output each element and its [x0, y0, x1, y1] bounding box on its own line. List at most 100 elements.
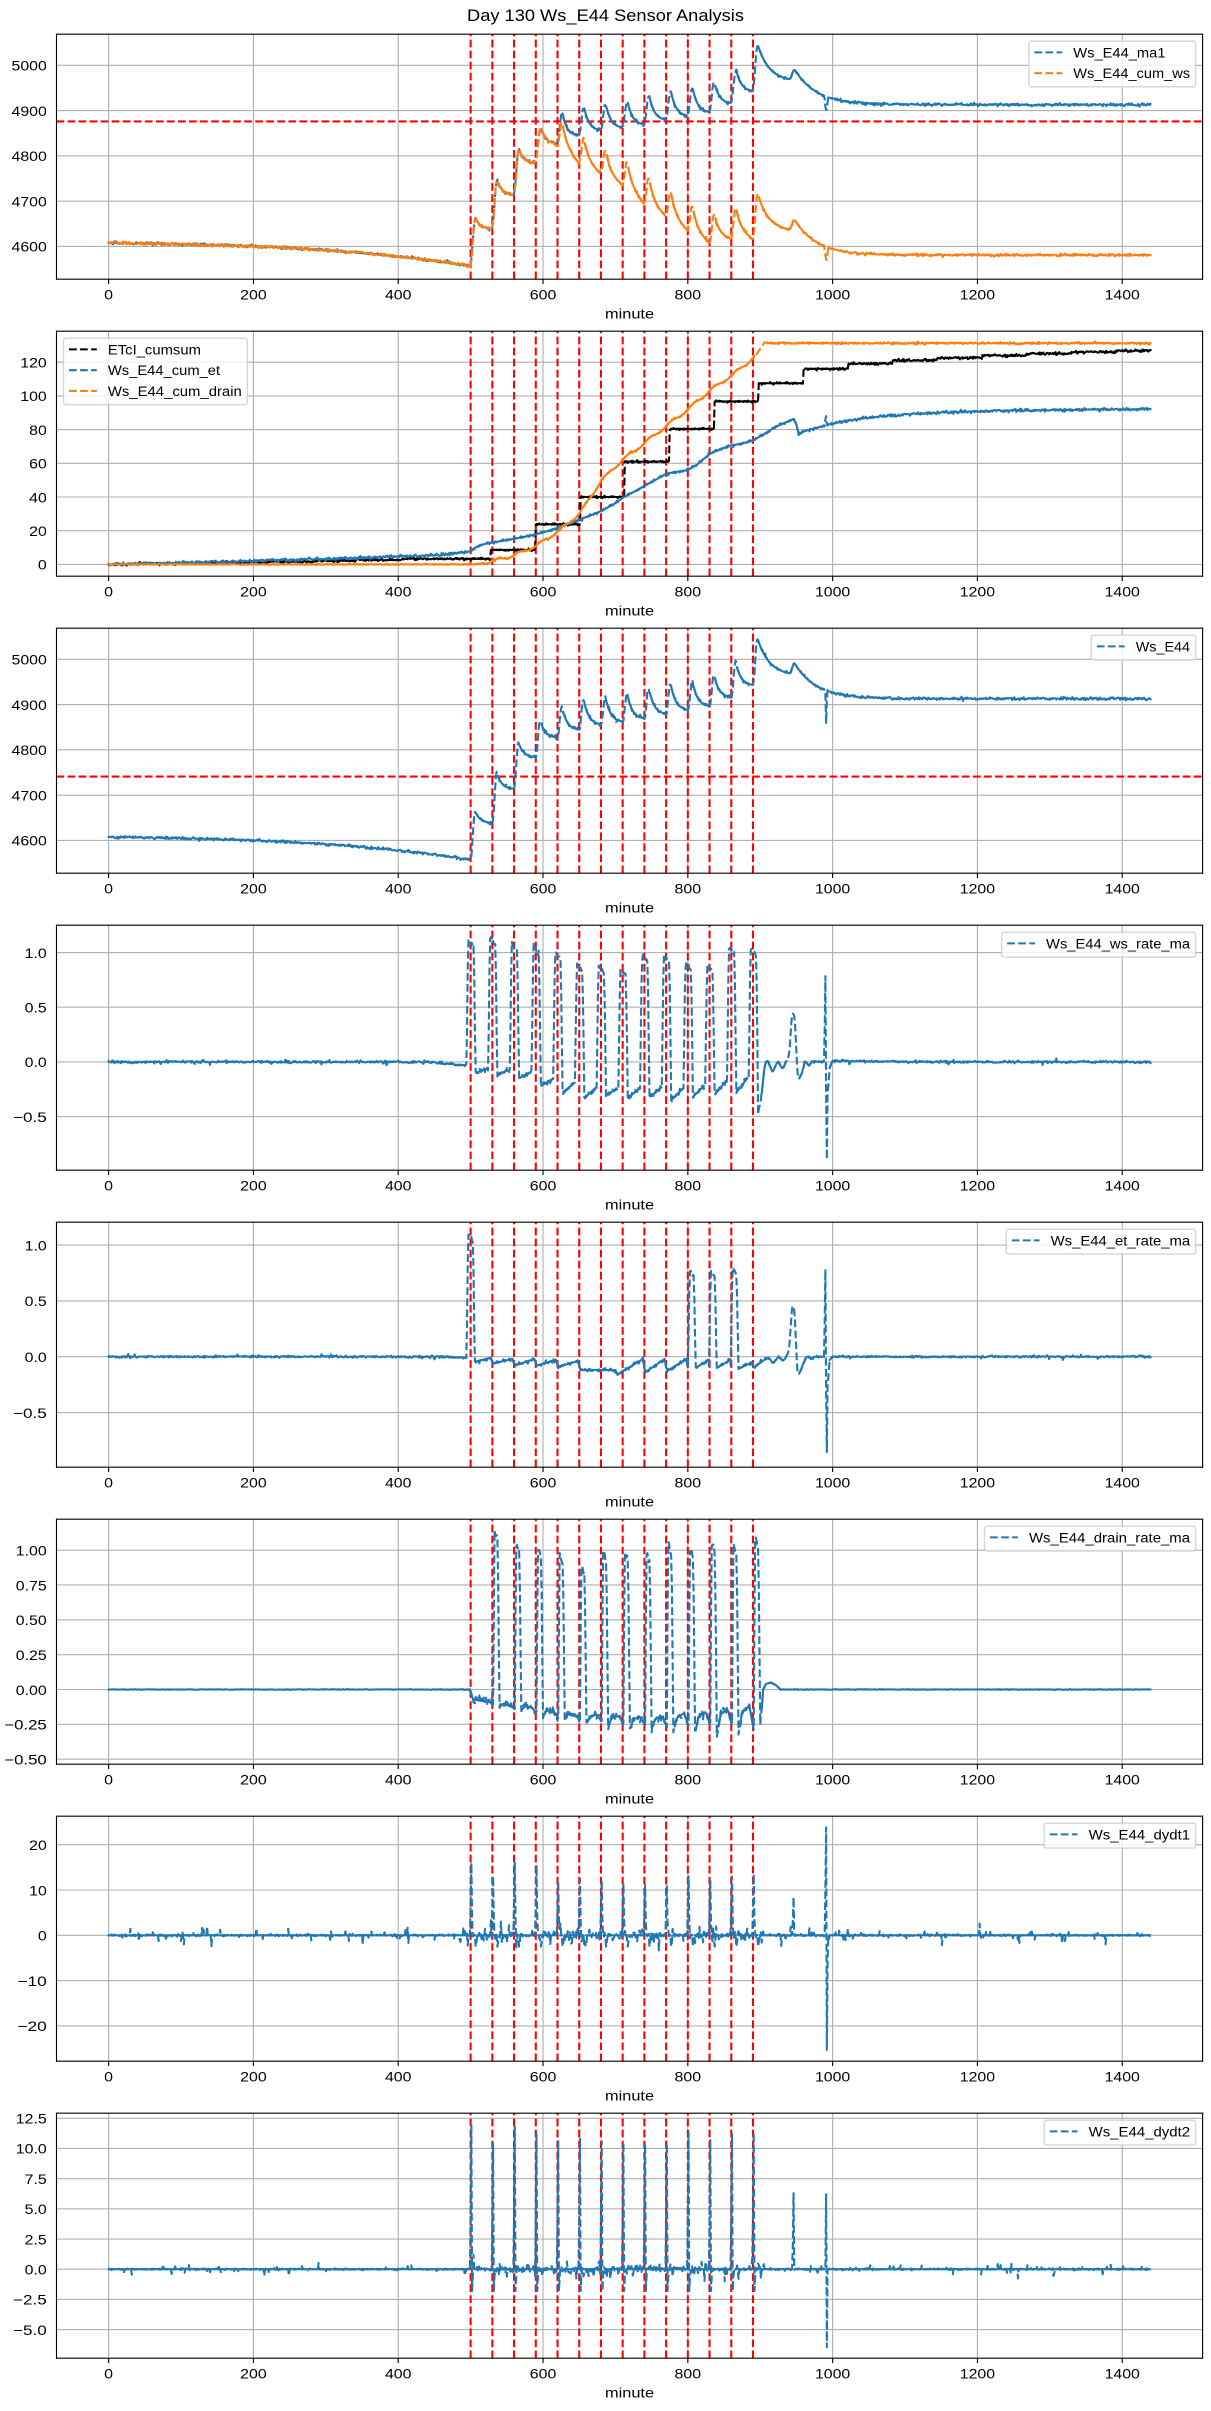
svg-text:0: 0 [104, 2365, 113, 2381]
svg-text:800: 800 [675, 1177, 702, 1193]
svg-text:1200: 1200 [960, 1771, 996, 1787]
svg-text:600: 600 [530, 880, 557, 896]
svg-text:400: 400 [385, 1474, 412, 1490]
svg-text:0.75: 0.75 [16, 1577, 47, 1593]
svg-text:0: 0 [104, 1771, 113, 1787]
svg-text:1000: 1000 [815, 286, 851, 302]
svg-text:Ws_E44_cum_et: Ws_E44_cum_et [108, 362, 220, 378]
svg-text:200: 200 [240, 2068, 267, 2084]
svg-text:800: 800 [675, 286, 702, 302]
svg-text:Ws_E44_dydt1: Ws_E44_dydt1 [1089, 1826, 1191, 1842]
svg-text:800: 800 [675, 583, 702, 599]
svg-text:5000: 5000 [12, 652, 48, 668]
svg-text:0.50: 0.50 [16, 1612, 47, 1628]
svg-text:minute: minute [605, 2087, 654, 2103]
svg-text:0.25: 0.25 [16, 1647, 47, 1663]
svg-text:60: 60 [29, 456, 47, 472]
svg-text:1.00: 1.00 [16, 1542, 47, 1558]
svg-text:−20: −20 [17, 2018, 47, 2034]
svg-text:minute: minute [605, 2384, 654, 2400]
svg-text:7.5: 7.5 [25, 2171, 47, 2187]
svg-text:0: 0 [104, 880, 113, 896]
svg-text:20: 20 [29, 523, 47, 539]
svg-text:12.5: 12.5 [16, 2111, 47, 2127]
svg-text:4900: 4900 [12, 103, 48, 119]
svg-text:Ws_E44_cum_ws: Ws_E44_cum_ws [1073, 65, 1190, 81]
svg-text:800: 800 [675, 2068, 702, 2084]
svg-text:400: 400 [385, 2365, 412, 2381]
svg-text:1200: 1200 [960, 1474, 996, 1490]
svg-text:1400: 1400 [1105, 1474, 1141, 1490]
svg-text:1200: 1200 [960, 880, 996, 896]
svg-text:minute: minute [605, 1790, 654, 1806]
svg-text:1400: 1400 [1105, 2365, 1141, 2381]
svg-text:1000: 1000 [815, 2365, 851, 2381]
svg-text:200: 200 [240, 583, 267, 599]
svg-text:400: 400 [385, 880, 412, 896]
svg-text:200: 200 [240, 2365, 267, 2381]
svg-text:1400: 1400 [1105, 583, 1141, 599]
svg-text:600: 600 [530, 583, 557, 599]
svg-text:minute: minute [605, 602, 654, 618]
svg-text:10: 10 [29, 1882, 47, 1898]
svg-text:4800: 4800 [12, 742, 48, 758]
svg-text:1400: 1400 [1105, 1771, 1141, 1787]
svg-text:4700: 4700 [12, 193, 48, 209]
svg-text:1400: 1400 [1105, 286, 1141, 302]
svg-text:Ws_E44: Ws_E44 [1136, 638, 1191, 654]
svg-text:200: 200 [240, 880, 267, 896]
svg-text:0: 0 [104, 1474, 113, 1490]
svg-text:Day 130 Ws_E44 Sensor Analysis: Day 130 Ws_E44 Sensor Analysis [467, 6, 744, 25]
svg-text:200: 200 [240, 286, 267, 302]
svg-text:4600: 4600 [12, 833, 48, 849]
svg-text:−0.25: −0.25 [4, 1717, 47, 1733]
svg-text:minute: minute [605, 1493, 654, 1509]
svg-text:0: 0 [104, 2068, 113, 2084]
svg-text:1200: 1200 [960, 1177, 996, 1193]
svg-text:600: 600 [530, 2365, 557, 2381]
svg-text:600: 600 [530, 1177, 557, 1193]
svg-text:400: 400 [385, 286, 412, 302]
svg-text:1400: 1400 [1105, 1177, 1141, 1193]
svg-text:1000: 1000 [815, 1474, 851, 1490]
svg-text:200: 200 [240, 1771, 267, 1787]
svg-text:0.0: 0.0 [25, 1349, 47, 1365]
svg-text:10.0: 10.0 [16, 2141, 47, 2157]
svg-text:0.00: 0.00 [16, 1682, 47, 1698]
svg-text:ETcI_cumsum: ETcI_cumsum [108, 341, 201, 357]
svg-text:1200: 1200 [960, 583, 996, 599]
svg-text:800: 800 [675, 880, 702, 896]
svg-text:400: 400 [385, 1771, 412, 1787]
svg-text:120: 120 [20, 354, 47, 370]
svg-text:1400: 1400 [1105, 2068, 1141, 2084]
svg-text:1000: 1000 [815, 1771, 851, 1787]
svg-text:Ws_E44_et_rate_ma: Ws_E44_et_rate_ma [1051, 1232, 1191, 1248]
svg-text:0: 0 [104, 1177, 113, 1193]
svg-text:0.0: 0.0 [25, 1054, 47, 1070]
svg-text:4900: 4900 [12, 697, 48, 713]
svg-text:400: 400 [385, 583, 412, 599]
svg-text:Ws_E44_dydt2: Ws_E44_dydt2 [1089, 2123, 1191, 2139]
svg-text:400: 400 [385, 2068, 412, 2084]
svg-text:5.0: 5.0 [25, 2201, 47, 2217]
svg-text:1000: 1000 [815, 1177, 851, 1193]
svg-text:1.0: 1.0 [25, 1237, 47, 1253]
svg-text:0.5: 0.5 [25, 1293, 47, 1309]
svg-text:2.5: 2.5 [25, 2231, 47, 2247]
svg-text:Ws_E44_drain_rate_ma: Ws_E44_drain_rate_ma [1029, 1529, 1190, 1545]
svg-text:4600: 4600 [12, 239, 48, 255]
svg-text:−5.0: −5.0 [13, 2322, 47, 2338]
svg-text:−10: −10 [17, 1973, 47, 1989]
svg-text:40: 40 [29, 489, 47, 505]
svg-text:200: 200 [240, 1474, 267, 1490]
svg-text:minute: minute [605, 305, 654, 321]
svg-text:1200: 1200 [960, 286, 996, 302]
svg-text:Ws_E44_cum_drain: Ws_E44_cum_drain [108, 383, 242, 399]
svg-text:−2.5: −2.5 [13, 2292, 47, 2308]
svg-text:600: 600 [530, 1474, 557, 1490]
svg-text:1200: 1200 [960, 2068, 996, 2084]
svg-text:5000: 5000 [12, 58, 48, 74]
svg-text:600: 600 [530, 1771, 557, 1787]
svg-text:0: 0 [38, 557, 47, 573]
svg-text:4800: 4800 [12, 148, 48, 164]
